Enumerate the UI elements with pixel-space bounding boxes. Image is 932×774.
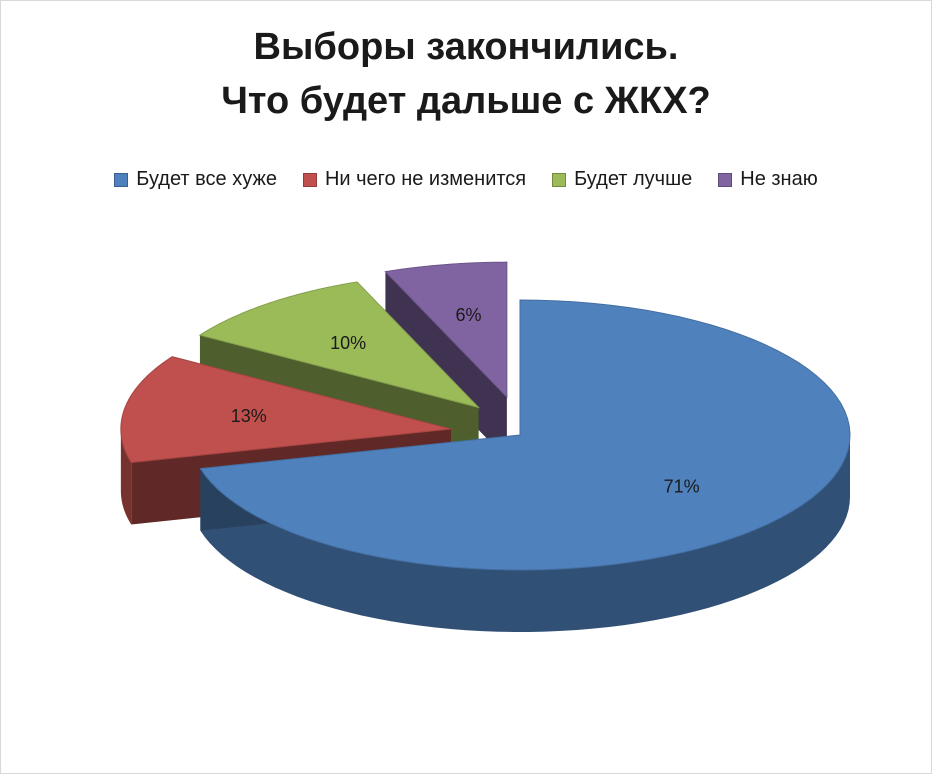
legend-item-2: Ни чего не изменится xyxy=(302,168,527,191)
data-label-4: 6% xyxy=(456,305,482,325)
pie-slice-side-2 xyxy=(120,428,132,525)
chart-title-line-1: Выборы закончились. xyxy=(253,26,679,68)
legend-item-3: Будет лучше xyxy=(552,168,692,191)
legend-label-1: Будет все хуже xyxy=(136,168,277,190)
legend-swatch-2 xyxy=(302,172,317,187)
chart-title-line-2: Что будет дальше с ЖКХ? xyxy=(221,80,711,122)
data-label-3: 10% xyxy=(330,333,366,353)
pie-slice-top-2 xyxy=(120,356,451,464)
legend-swatch-1 xyxy=(114,172,129,187)
pie-slice-top-1 xyxy=(199,299,851,571)
legend-item-1: Будет все хуже xyxy=(114,168,277,191)
pie-slice-top-3 xyxy=(198,281,481,409)
pie-data-labels: 6% 10% 13% 71% xyxy=(231,305,700,496)
data-label-1: 71% xyxy=(664,476,700,496)
pie-slice-side-1 xyxy=(200,435,850,632)
pie-slice-1 xyxy=(199,299,851,632)
legend-label-3: Будет лучше xyxy=(574,168,693,190)
legend-swatch-3 xyxy=(552,172,567,187)
pie-slice-top-4 xyxy=(384,261,508,399)
legend-label-2: Ни чего не изменится xyxy=(324,168,527,190)
legend-label-4: Не знаю xyxy=(740,168,818,190)
pie-slices xyxy=(120,261,851,632)
data-label-2: 13% xyxy=(231,406,267,426)
chart-legend: Будет все хуже Ни чего не изменится Буде… xyxy=(0,168,932,191)
legend-swatch-4 xyxy=(718,172,733,187)
chart-title: Выборы закончились. Что будет дальше с Ж… xyxy=(0,20,932,128)
legend-item-4: Не знаю xyxy=(718,168,818,191)
